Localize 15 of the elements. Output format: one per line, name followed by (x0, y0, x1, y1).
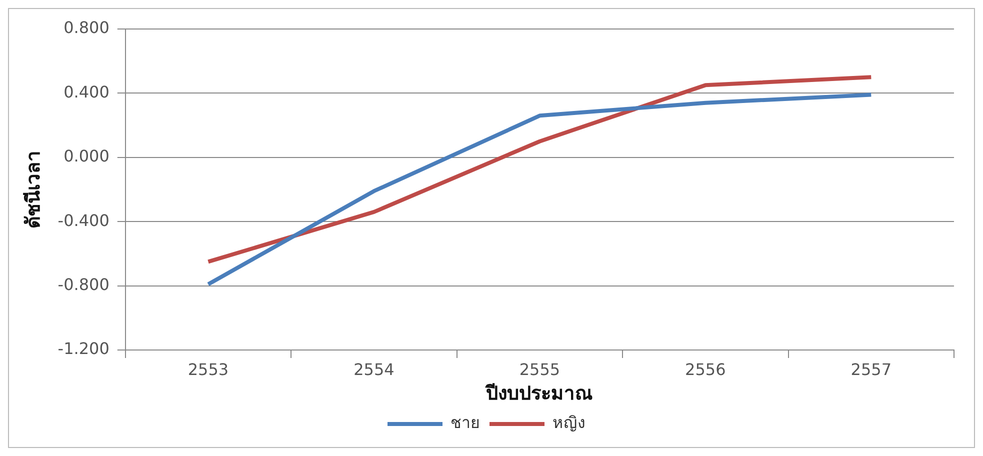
legend-label: ชาย (450, 413, 480, 432)
x-tick-label: 2557 (850, 360, 892, 379)
x-tick-label: 2554 (354, 360, 394, 379)
x-tick-label: 2553 (188, 360, 229, 379)
y-tick-label: -0.400 (58, 210, 110, 230)
x-tick-label: 2555 (519, 360, 560, 379)
y-tick-label: 0.400 (64, 82, 110, 102)
x-axis-title: ปีงบประมาณ (485, 382, 594, 405)
x-tick-label: 2556 (685, 360, 726, 379)
y-axis-title: ดัชนีเวลา (22, 150, 44, 228)
y-tick-label: -0.800 (58, 274, 110, 294)
y-tick-label: 0.000 (64, 146, 110, 166)
y-tick-label: -1.200 (58, 339, 110, 358)
y-tick-label: 0.800 (64, 18, 110, 38)
legend-label: หญิง (552, 413, 586, 432)
